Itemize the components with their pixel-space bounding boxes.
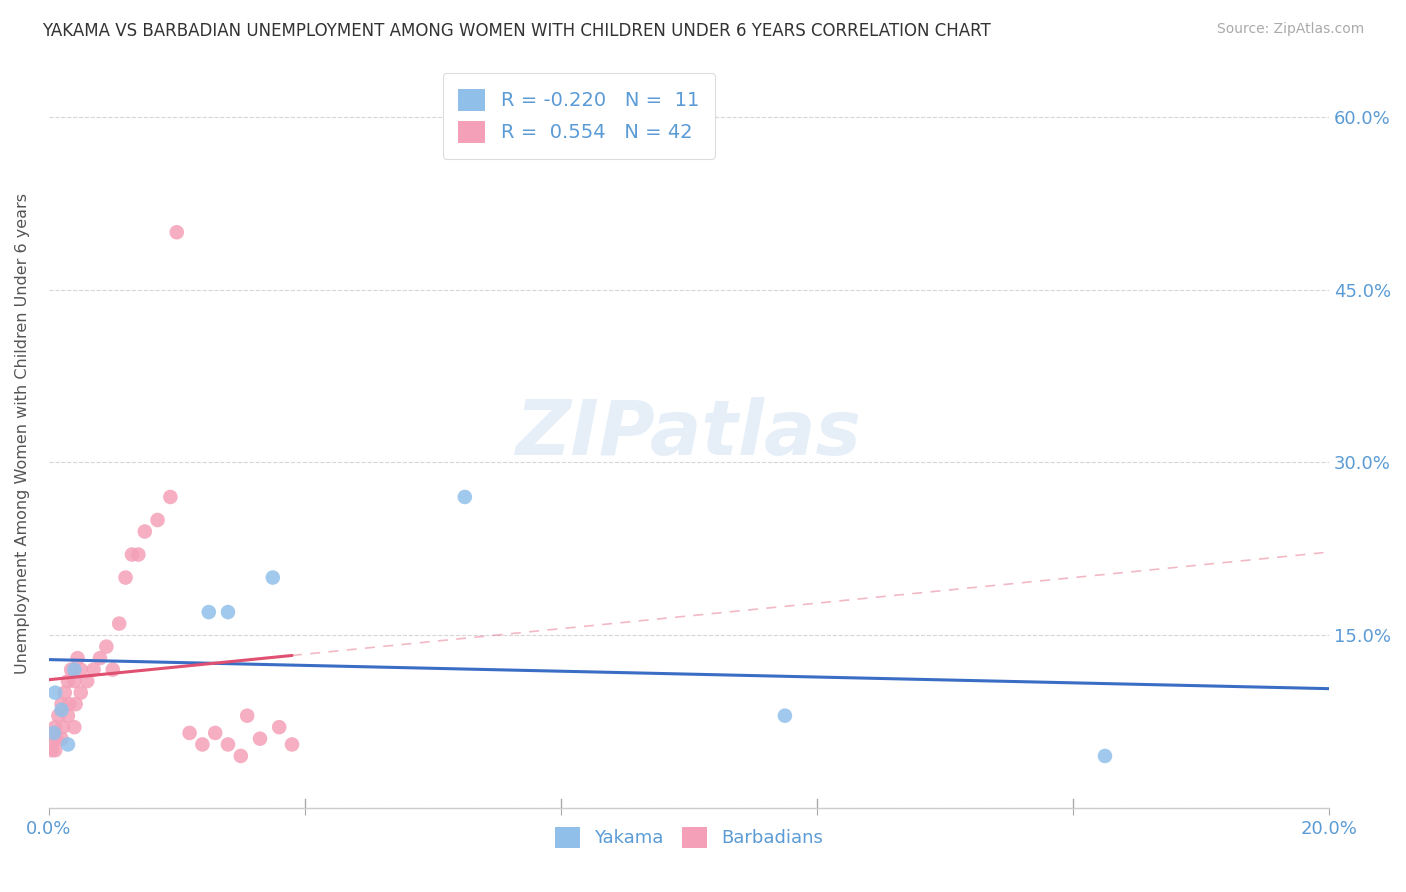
Point [197, 605, 219, 619]
Point [159, 490, 181, 504]
Point [146, 513, 169, 527]
Point [249, 731, 271, 746]
Point [51, 703, 73, 717]
Point [101, 663, 124, 677]
Point [41, 743, 63, 757]
Point [42, 731, 65, 746]
Point [281, 738, 304, 752]
Point [69, 663, 91, 677]
Point [191, 738, 214, 752]
Point [121, 548, 143, 562]
Point [1094, 748, 1116, 763]
Point [63, 720, 86, 734]
Point [204, 726, 226, 740]
Text: ZIPatlas: ZIPatlas [516, 397, 862, 471]
Point [51, 731, 73, 746]
Point [262, 570, 284, 584]
Point [44, 743, 66, 757]
Point [134, 524, 156, 539]
Point [76, 674, 98, 689]
Point [108, 616, 131, 631]
Text: YAKAMA VS BARBADIAN UNEMPLOYMENT AMONG WOMEN WITH CHILDREN UNDER 6 YEARS CORRELA: YAKAMA VS BARBADIAN UNEMPLOYMENT AMONG W… [42, 22, 991, 40]
Point [51, 697, 73, 711]
Point [44, 720, 66, 734]
Point [454, 490, 477, 504]
Point [96, 640, 118, 654]
Point [52, 720, 75, 734]
Point [63, 663, 86, 677]
Point [66, 651, 89, 665]
Legend: Yakama, Barbadians: Yakama, Barbadians [547, 820, 831, 855]
Point [44, 686, 66, 700]
Point [229, 748, 252, 763]
Point [63, 674, 86, 689]
Point [236, 708, 259, 723]
Point [45, 731, 67, 746]
Text: Source: ZipAtlas.com: Source: ZipAtlas.com [1216, 22, 1364, 37]
Point [83, 663, 105, 677]
Point [60, 663, 83, 677]
Y-axis label: Unemployment Among Women with Children Under 6 years: Unemployment Among Women with Children U… [15, 194, 30, 674]
Point [58, 697, 80, 711]
Point [269, 720, 291, 734]
Point [127, 548, 149, 562]
Point [56, 738, 79, 752]
Point [773, 708, 796, 723]
Point [217, 605, 239, 619]
Point [56, 708, 79, 723]
Point [56, 674, 79, 689]
Point [114, 570, 136, 584]
Point [42, 726, 65, 740]
Point [65, 697, 87, 711]
Point [89, 651, 111, 665]
Point [166, 225, 188, 239]
Point [48, 708, 70, 723]
Point [179, 726, 201, 740]
Point [69, 686, 91, 700]
Point [217, 738, 239, 752]
Point [53, 686, 76, 700]
